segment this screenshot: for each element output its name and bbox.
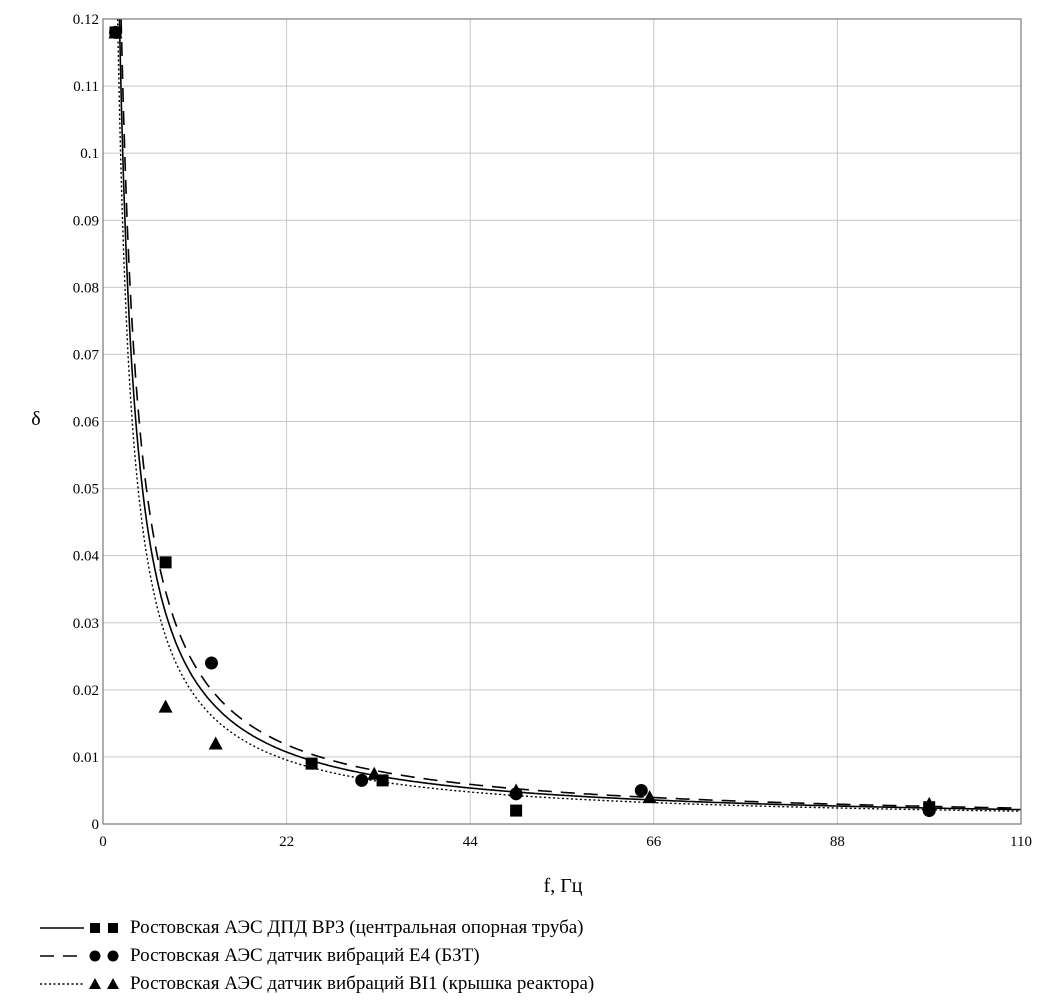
tick-labels: 0 22 44 66 88 110 0 0.01 0.02 0.03 0.04 0.05 0.06 0.0…	[73, 12, 1032, 850]
y-tick-label: 0.06	[73, 415, 100, 431]
data-point-circle	[634, 783, 648, 797]
grid	[103, 19, 1021, 824]
data-point-circle	[355, 773, 369, 787]
x-tick-label: 110	[1010, 834, 1032, 850]
plot-border	[102, 18, 1022, 825]
y-tick-label: 0.09	[73, 213, 99, 229]
data-point-circle	[204, 656, 218, 670]
y-tick-label: 0.07	[73, 347, 100, 363]
data-point-triangle	[922, 796, 937, 810]
data-point-square	[305, 757, 318, 770]
legend-item: Ростовская АЭС датчик вибраций Е4 (БЗТ)	[40, 942, 594, 970]
data-point-triangle	[158, 699, 173, 713]
data-point-square	[510, 804, 523, 817]
fit-curve-solid	[118, 18, 1021, 811]
x-tick-label: 0	[99, 834, 107, 850]
chart: 0 22 44 66 88 110 0 0.01 0.02 0.03 0.04 0.05 0.06 0.0…	[31, 12, 1032, 897]
data-point-triangle	[642, 790, 657, 804]
x-tick-label: 88	[830, 834, 845, 850]
y-tick-label: 0.04	[73, 549, 100, 565]
y-tick-label: 0.05	[73, 482, 99, 498]
data-point-square	[159, 556, 172, 569]
y-tick-label: 0.1	[80, 146, 99, 162]
legend-sample-dotted-triangle	[40, 978, 119, 989]
data-point-triangle	[208, 736, 223, 750]
data-point-triangle	[509, 783, 524, 797]
y-tick-label: 0.03	[73, 616, 99, 632]
y-tick-label: 0.12	[73, 12, 99, 28]
legend-label: Ростовская АЭС датчик вибраций ВI1 (крыш…	[130, 973, 595, 994]
legend-item: Ростовская АЭС ДПД ВР3 (центральная опор…	[40, 914, 594, 942]
data-point-triangle	[367, 766, 382, 780]
legend-label: Ростовская АЭС датчик вибраций Е4 (БЗТ)	[130, 945, 480, 966]
fit-curve-dotted	[116, 18, 1021, 812]
legend-item: Ростовская АЭС датчик вибраций ВI1 (крыш…	[40, 970, 594, 998]
legend: Ростовская АЭС ДПД ВР3 (центральная опор…	[40, 914, 594, 998]
y-tick-label: 0.08	[73, 280, 99, 296]
x-tick-label: 66	[646, 834, 662, 850]
x-tick-label: 22	[279, 834, 294, 850]
plot-frame	[102, 18, 1022, 825]
fit-curves	[116, 18, 1021, 812]
y-tick-label: 0	[92, 817, 100, 833]
legend-sample-dashed-circle	[40, 950, 119, 962]
y-axis-label: δ	[31, 408, 40, 430]
x-tick-label: 44	[463, 834, 479, 850]
fit-curve-dashed	[120, 18, 1021, 809]
x-axis-label: f, Гц	[544, 875, 583, 897]
legend-sample-solid-square	[40, 923, 118, 933]
legend-label: Ростовская АЭС ДПД ВР3 (центральная опор…	[130, 917, 584, 938]
y-tick-label: 0.02	[73, 683, 99, 699]
data-markers	[108, 25, 937, 818]
y-tick-label: 0.11	[73, 79, 99, 95]
data-point-triangle	[108, 25, 123, 39]
y-tick-label: 0.01	[73, 750, 99, 766]
